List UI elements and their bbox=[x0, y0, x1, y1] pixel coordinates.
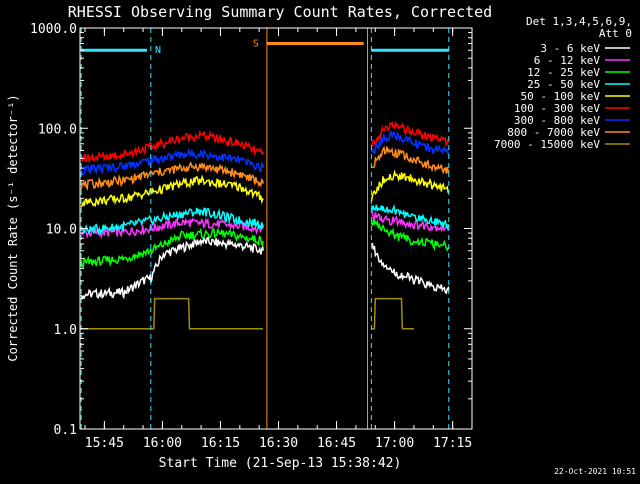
axis-layer: 0.1 1.0 10.0 100.0 1000.0 15:45 16:00 16:15 16:3… bbox=[30, 22, 472, 451]
legend-label-100-300-kev: 100 - 300 keV bbox=[514, 102, 600, 115]
y-tick-label: 1.0 bbox=[54, 323, 77, 338]
legend-label-3-6-kev: 3 - 6 keV bbox=[540, 42, 600, 55]
series-line-50-100-kev bbox=[80, 174, 264, 208]
series-line-100-300-kev bbox=[370, 120, 450, 148]
legend-label-50-100-kev: 50 - 100 keV bbox=[521, 90, 601, 103]
x-tick-label: 17:00 bbox=[375, 436, 414, 451]
legend-label-12-25-kev: 12 - 25 keV bbox=[527, 66, 600, 79]
series-line-12-25-kev bbox=[370, 219, 450, 252]
y-axis-label: Corrected Count Rate (s⁻¹ detector⁻¹) bbox=[6, 94, 20, 361]
x-axis-label: Start Time (21-Sep-13 15:38:42) bbox=[159, 456, 402, 471]
series-line-6-12-kev bbox=[370, 210, 450, 233]
legend-label-800-7000-kev: 800 - 7000 keV bbox=[507, 126, 600, 139]
series-line-3-6-kev bbox=[80, 235, 264, 300]
marker-layer: NS bbox=[80, 28, 450, 429]
x-tick-label: 16:15 bbox=[201, 436, 240, 451]
footer-timestamp: 22-Oct-2021 10:51 bbox=[554, 467, 636, 476]
x-tick-label: 17:15 bbox=[433, 436, 472, 451]
series-line-100-300-kev bbox=[81, 129, 264, 164]
series-line-300-800-kev bbox=[80, 147, 264, 176]
legend-title-line-1: Det 1,3,4,5,6,9, bbox=[526, 15, 632, 28]
series-line-25-50-kev bbox=[370, 203, 450, 230]
series-layer bbox=[80, 120, 450, 330]
legend-label-300-800-kev: 300 - 800 keV bbox=[514, 114, 600, 127]
series-line-800-7000-kev bbox=[80, 161, 264, 191]
series-line-50-100-kev bbox=[370, 169, 450, 202]
y-tick-label: 100.0 bbox=[38, 122, 77, 137]
series-line-300-800-kev bbox=[370, 130, 450, 156]
y-tick-label: 1000.0 bbox=[30, 22, 77, 37]
series-line-3-6-kev bbox=[371, 242, 450, 295]
x-tick-label: 15:45 bbox=[85, 436, 124, 451]
flag-bar-label: S bbox=[253, 39, 259, 50]
legend-title-line-2: Att 0 bbox=[599, 27, 632, 40]
series-line-800-7000-kev bbox=[371, 145, 450, 175]
x-tick-label: 16:30 bbox=[259, 436, 298, 451]
series-line-7000-15000-kev bbox=[81, 297, 263, 330]
chart-title: RHESSI Observing Summary Count Rates, Co… bbox=[68, 3, 492, 21]
x-tick-label: 16:00 bbox=[143, 436, 182, 451]
series-line-6-12-kev bbox=[80, 217, 264, 240]
y-tick-label: 0.1 bbox=[54, 423, 77, 438]
legend-label-25-50-kev: 25 - 50 keV bbox=[527, 78, 600, 91]
x-tick-label: 16:45 bbox=[317, 436, 356, 451]
series-line-7000-15000-kev bbox=[371, 297, 414, 330]
legend-label-6-12-kev: 6 - 12 keV bbox=[534, 54, 601, 67]
series-line-25-50-kev bbox=[80, 207, 264, 236]
series-line-12-25-kev bbox=[80, 227, 264, 270]
y-tick-label: 10.0 bbox=[46, 223, 77, 238]
legend-label-7000-15000-kev: 7000 - 15000 keV bbox=[494, 138, 600, 151]
flag-bar-label: N bbox=[155, 45, 161, 56]
